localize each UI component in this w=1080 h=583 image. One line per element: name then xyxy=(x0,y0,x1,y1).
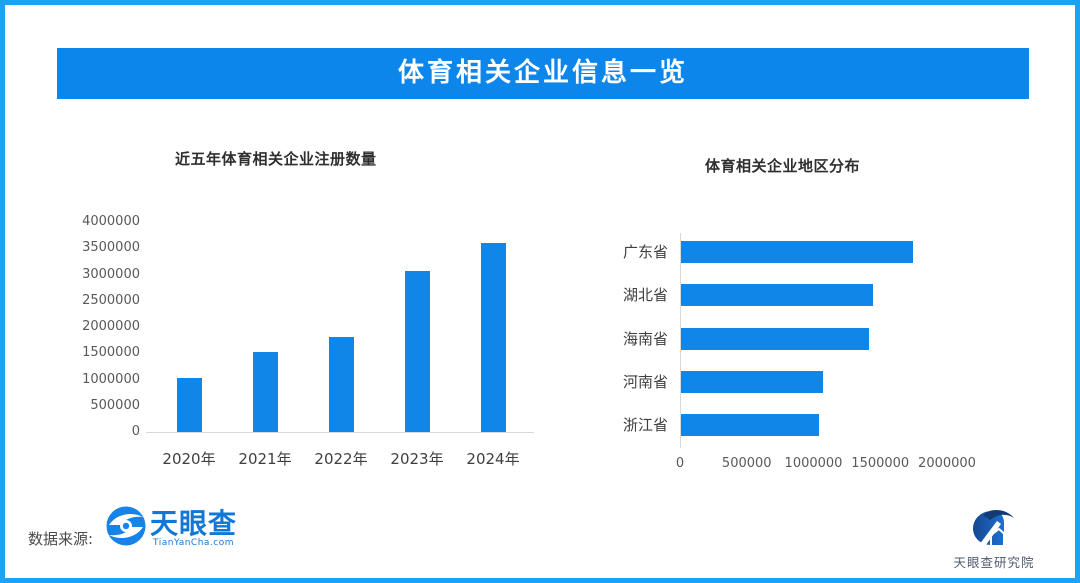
tianyancha-logo-subtext: TianYanCha.com xyxy=(153,538,235,548)
registrations-chart-title: 近五年体育相关企业注册数量 xyxy=(175,150,377,168)
y-axis-tick-label: 1500000 xyxy=(82,345,140,361)
tianyancha-research-logo-icon xyxy=(973,509,1014,545)
banner-title: 体育相关企业信息一览 xyxy=(57,48,1029,99)
x-category-label: 2024年 xyxy=(466,450,520,468)
x-axis-tick-label: 2000000 xyxy=(918,456,976,471)
y-axis-tick-label: 1000000 xyxy=(82,371,140,387)
y-axis-line xyxy=(680,233,681,448)
x-axis-tick-label: 0 xyxy=(675,456,685,471)
y-axis-tick-label: 2500000 xyxy=(82,292,140,308)
y-axis-tick-label: 2000000 xyxy=(82,319,140,334)
tianyancha-research-logo-text: 天眼查研究院 xyxy=(953,555,1035,570)
bar xyxy=(681,414,819,436)
data-source-label: 数据来源: xyxy=(28,530,94,548)
x-category-label: 2022年 xyxy=(314,450,368,468)
x-axis-tick-label: 500000 xyxy=(721,456,772,471)
tianyancha-logo-text: 天眼查 xyxy=(150,507,238,540)
y-category-label: 浙江省 xyxy=(622,416,668,434)
bar xyxy=(404,271,430,432)
y-category-label: 河南省 xyxy=(622,373,668,391)
x-axis-tick-label: 1500000 xyxy=(851,456,910,471)
bar xyxy=(681,371,823,393)
y-axis-tick-label: 0 xyxy=(131,424,140,439)
bar xyxy=(681,284,873,306)
y-axis-tick-label: 500000 xyxy=(90,397,140,413)
bar xyxy=(176,378,202,432)
tianyancha-logo-icon xyxy=(106,506,146,546)
x-category-label: 2023年 xyxy=(390,450,444,468)
x-axis-line xyxy=(146,432,534,433)
x-category-label: 2020年 xyxy=(162,450,216,468)
y-axis-tick-label: 3500000 xyxy=(82,240,140,256)
regions-chart-title: 体育相关企业地区分布 xyxy=(705,157,861,175)
y-category-label: 广东省 xyxy=(622,243,668,261)
bar xyxy=(681,241,913,263)
bar xyxy=(252,352,278,432)
y-category-label: 海南省 xyxy=(622,330,668,348)
bar xyxy=(681,328,869,350)
x-category-label: 2021年 xyxy=(238,450,292,468)
bar xyxy=(328,337,354,432)
bar xyxy=(480,243,506,432)
y-axis-tick-label: 4000000 xyxy=(82,214,140,229)
y-axis-tick-label: 3000000 xyxy=(82,266,140,282)
x-axis-tick-label: 1000000 xyxy=(784,456,843,471)
y-category-label: 湖北省 xyxy=(622,286,668,304)
